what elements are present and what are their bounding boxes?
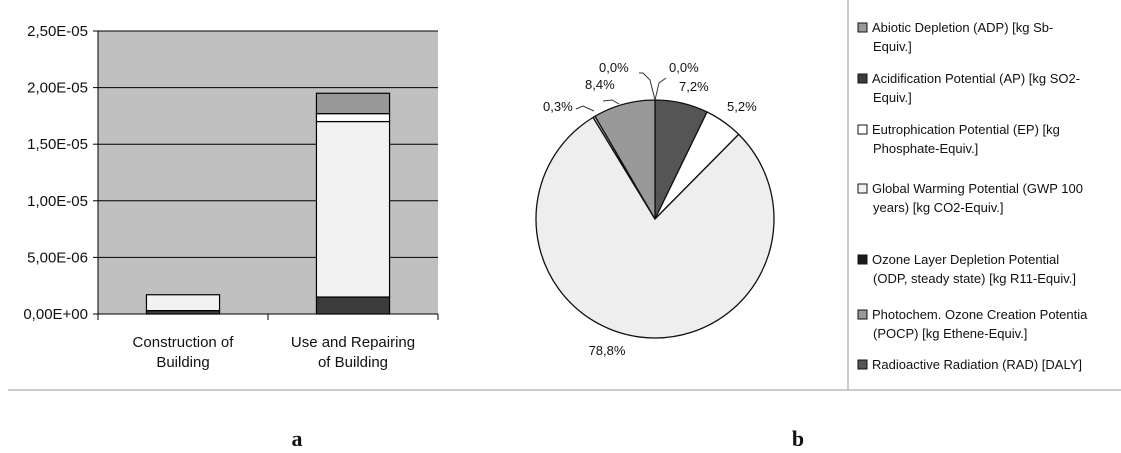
y-tick-label: 1,00E-05 [27,193,88,210]
panel-label-b: b [792,426,804,451]
panel-label-a: a [292,426,303,451]
pie-label: 0,0% [599,60,629,75]
legend-label: (POCP) [kg Ethene-Equiv.] [873,326,1027,341]
legend-swatch [857,183,868,194]
y-tick-label: 1,50E-05 [27,136,88,153]
legend-swatch [857,124,868,135]
legend-label: Ozone Layer Depletion Potential [872,252,1059,267]
legend-label: Radioactive Radiation (RAD) [DALY] [872,357,1082,372]
y-tick-label: 0,00E+00 [23,306,88,323]
pie-label: 7,2% [679,79,709,94]
legend-label: Phosphate-Equiv.] [873,141,978,156]
legend: Abiotic Depletion (ADP) [kg Sb- Equiv.] Ac… [847,0,1121,391]
bar-chart: 0,00E+00 5,00E-06 1,00E-05 1,50E-05 2,00E-05… [8,23,447,391]
y-tick-label: 2,00E-05 [27,80,88,97]
legend-label: Eutrophication Potential (EP) [kg [872,122,1060,137]
legend-label: Equiv.] [873,90,912,105]
leader-line [602,99,620,105]
legend-swatch [857,254,868,265]
bar-segment [145,294,221,312]
legend-label: Acidification Potential (AP) [kg SO2- [872,71,1080,86]
category-label: Construction of [133,334,235,351]
legend-label: Equiv.] [873,39,912,54]
legend-label: years) [kg CO2-Equiv.] [873,200,1004,215]
bar-segment [315,120,391,298]
leader-line [639,72,656,101]
pie-label: 0,3% [543,99,573,114]
bar-segment [315,113,391,123]
category-label: of Building [318,354,388,371]
bar-segment [315,92,391,115]
legend-label: Photochem. Ozone Creation Potentia [872,307,1088,322]
legend-label: (ODP, steady state) [kg R11-Equiv.] [873,271,1076,286]
bar-segment [315,296,391,315]
legend-label: Abiotic Depletion (ADP) [kg Sb- [872,20,1053,35]
y-tick-label: 5,00E-06 [27,249,88,266]
category-label: Building [156,354,209,371]
legend-swatch [857,309,868,320]
pie-label: 0,0% [669,60,699,75]
leader-line [654,77,667,101]
pie-label: 78,8% [589,343,626,358]
legend-label: Global Warming Potential (GWP 100 [872,181,1083,196]
legend-swatch [857,359,868,370]
pie-label: 5,2% [727,99,757,114]
legend-swatch [857,73,868,84]
y-tick-label: 2,50E-05 [27,23,88,40]
pie-chart: 7,2% 5,2% 78,8% 0,3% 8,4% 0,0% 0,0% [447,60,848,391]
pie-slice [535,116,775,339]
leader-line [575,105,595,112]
pie-label: 8,4% [585,77,615,92]
category-label: Use and Repairing [291,334,415,351]
legend-swatch [857,22,868,33]
